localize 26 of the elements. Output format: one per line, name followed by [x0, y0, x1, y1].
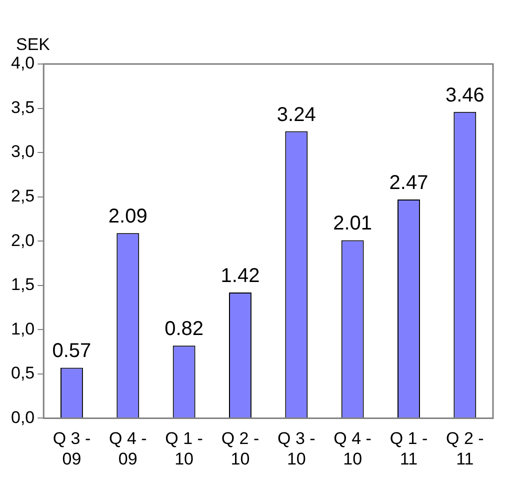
y-tick-label: 1,0: [10, 319, 35, 338]
y-tick-label: 2,0: [10, 230, 35, 250]
y-tick-label: 1,5: [10, 275, 35, 294]
y-tick-label: 3,0: [10, 142, 35, 162]
x-tick-label: Q 3 - 10: [278, 429, 316, 468]
data-label: 2.01: [333, 212, 372, 235]
y-tick-label: 2,5: [10, 186, 35, 206]
data-label: 0.82: [164, 318, 204, 340]
x-tick-label: Q 1 - 11: [390, 429, 428, 468]
x-tick-label: Q 4 - 10: [334, 429, 372, 468]
y-axis-title: SEK: [16, 35, 51, 54]
data-label: 2.47: [389, 172, 428, 194]
y-tick-label: 4,0: [10, 54, 35, 73]
data-label: 2.09: [108, 206, 148, 228]
data-label: 0.57: [52, 340, 92, 362]
x-tick-label: Q 1 - 10: [165, 429, 203, 468]
x-tick-label: Q 4 - 09: [108, 429, 147, 468]
data-label: 1.42: [220, 264, 260, 287]
x-tick-label: Q 3 - 09: [52, 429, 91, 468]
y-tick-label: 3,5: [10, 98, 35, 117]
data-label: 3.46: [445, 84, 484, 106]
x-tick-label: Q 2 - 10: [221, 429, 260, 468]
x-tick-label: Q 2 - 11: [446, 429, 484, 468]
y-tick-label: 0,0: [10, 408, 35, 427]
data-label: 3.24: [276, 104, 316, 126]
y-tick-label: 0,5: [10, 364, 35, 383]
